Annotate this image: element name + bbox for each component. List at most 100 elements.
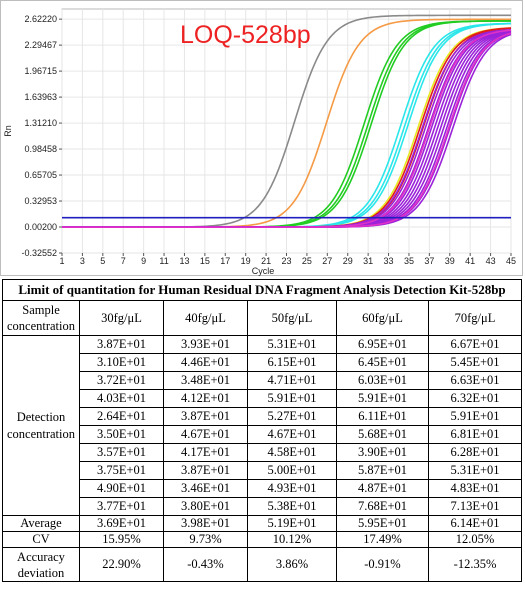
y-tick-label: 1.31210 (24, 118, 57, 128)
detection-row: 3.57E+01 4.17E+01 4.58E+01 3.90E+01 6.28E+01 (3, 443, 523, 462)
accuracy-row-label: Accuracy deviation (2, 547, 80, 582)
cv-value: 9.73% (163, 531, 248, 548)
cv-row: CV 15.95% 9.73% 10.12% 17.49% 12.05% (2, 531, 523, 548)
x-tick-label: 13 (179, 256, 189, 266)
detection-value: 6.95E+01 (336, 335, 429, 354)
detection-value: 5.68E+01 (336, 425, 429, 444)
average-value: 3.98E+01 (163, 515, 248, 532)
detection-value: 3.48E+01 (163, 371, 248, 390)
detection-value: 3.87E+01 (163, 461, 248, 480)
detection-value: 3.80E+01 (163, 497, 248, 516)
x-tick-label: 5 (100, 256, 105, 266)
y-tick-label: 2.29467 (24, 40, 57, 50)
average-value: 5.95E+01 (336, 515, 429, 532)
sample-concentration-header: Sample concentration (2, 300, 80, 336)
x-tick-label: 43 (486, 256, 496, 266)
detection-row: 3.10E+01 4.46E+01 6.15E+01 6.45E+01 5.45E+01 (3, 353, 523, 372)
amplification-plot: 1 3 5 7 9 11 13 15 17 19 21 23 25 27 29 31 33 35 37 39 41 43 4… (0, 0, 523, 276)
column-header: 70fg/μL (427, 300, 523, 336)
y-tick-label: 1.63963 (24, 92, 57, 102)
x-tick-label: 19 (241, 256, 251, 266)
x-tick-label: 33 (384, 256, 394, 266)
detection-value: 4.83E+01 (427, 479, 523, 498)
detection-value: 4.90E+01 (79, 479, 164, 498)
average-value: 5.19E+01 (247, 515, 337, 532)
detection-value: 4.67E+01 (163, 425, 248, 444)
detection-value: 3.93E+01 (163, 335, 248, 354)
average-row: Average 3.69E+01 3.98E+01 5.19E+01 5.95E+01 6… (2, 515, 523, 532)
x-tick-label: 1 (59, 256, 64, 266)
detection-value: 3.87E+01 (79, 335, 164, 354)
x-tick-label: 31 (363, 256, 373, 266)
detection-value: 3.87E+01 (163, 407, 248, 426)
detection-value: 6.63E+01 (427, 371, 523, 390)
column-header-row: Sample concentration 30fg/μL 40fg/μL 50f… (2, 300, 523, 336)
detection-value: 6.67E+01 (427, 335, 523, 354)
amplification-curve (62, 32, 512, 228)
y-tick-label: 0.98458 (24, 144, 57, 154)
x-tick-label: 3 (80, 256, 85, 266)
detection-value: 4.67E+01 (247, 425, 337, 444)
detection-value: 5.91E+01 (247, 389, 337, 408)
detection-row: 4.03E+01 4.12E+01 5.91E+01 5.91E+01 6.32E+01 (3, 389, 523, 408)
detection-value: 5.45E+01 (427, 353, 523, 372)
detection-concentration-label: Detection concentration (2, 335, 80, 516)
column-header: 30fg/μL (79, 300, 164, 336)
y-tick-label: 2.62220 (24, 14, 57, 24)
cv-row-label: CV (2, 531, 80, 548)
x-tick-label: 27 (322, 256, 332, 266)
detection-value: 6.81E+01 (427, 425, 523, 444)
y-tick-label: 0.65705 (24, 170, 57, 180)
grid-layer (61, 9, 512, 254)
tick-layer: 1 3 5 7 9 11 13 15 17 19 21 23 25 27 29 31 33 35 37 39 41 43 4… (21, 14, 516, 266)
detection-value: 4.46E+01 (163, 353, 248, 372)
detection-row: 3.72E+01 3.48E+01 4.71E+01 6.03E+01 6.63E+01 (3, 371, 523, 390)
detection-value: 3.46E+01 (163, 479, 248, 498)
y-tick-label: 0.32953 (24, 196, 57, 206)
detection-value: 5.91E+01 (427, 407, 523, 426)
accuracy-value: -0.91% (336, 547, 429, 582)
detection-value: 4.93E+01 (247, 479, 337, 498)
y-tick-label: 0.00200 (24, 222, 57, 232)
average-row-label: Average (2, 515, 80, 532)
detection-value: 5.38E+01 (247, 497, 337, 516)
chart-title: LOQ-528bp (180, 21, 311, 49)
x-tick-label: 7 (121, 256, 126, 266)
x-tick-label: 29 (343, 256, 353, 266)
detection-value: 3.77E+01 (79, 497, 164, 516)
curve-layer (62, 14, 512, 228)
x-tick-label: 25 (302, 256, 312, 266)
cv-value: 10.12% (247, 531, 337, 548)
detection-value: 6.15E+01 (247, 353, 337, 372)
detection-value: 6.32E+01 (427, 389, 523, 408)
loq-table: Limit of quantitation for Human Residual… (1, 279, 523, 582)
detection-value: 7.13E+01 (427, 497, 523, 516)
detection-value: 4.17E+01 (163, 443, 248, 462)
amplification-chart: 1 3 5 7 9 11 13 15 17 19 21 23 25 27 29 31 33 35 37 39 41 43 4… (0, 0, 525, 277)
detection-row: Detection concentration 3.87E+01 3.93E+01 5… (2, 335, 523, 516)
accuracy-row: Accuracy deviation 22.90% -0.43% 3.86% -0.91… (2, 547, 523, 582)
cv-value: 12.05% (427, 531, 523, 548)
y-axis-label: Rn (3, 125, 13, 137)
accuracy-value: -0.43% (163, 547, 248, 582)
column-header: 50fg/μL (247, 300, 337, 336)
detection-value: 2.64E+01 (79, 407, 164, 426)
detection-value: 5.91E+01 (336, 389, 429, 408)
x-tick-label: 17 (220, 256, 230, 266)
x-tick-label: 37 (424, 256, 434, 266)
detection-value: 5.87E+01 (336, 461, 429, 480)
accuracy-value: 22.90% (79, 547, 164, 582)
x-tick-label: 35 (404, 256, 414, 266)
detection-value: 3.10E+01 (79, 353, 164, 372)
detection-value: 4.87E+01 (336, 479, 429, 498)
x-tick-label: 39 (445, 256, 455, 266)
detection-value: 4.58E+01 (247, 443, 337, 462)
detection-value: 3.57E+01 (79, 443, 164, 462)
column-header: 60fg/μL (336, 300, 429, 336)
detection-value: 5.31E+01 (427, 461, 523, 480)
detection-value: 4.03E+01 (79, 389, 164, 408)
x-tick-label: 11 (159, 256, 168, 266)
x-tick-label: 9 (141, 256, 146, 266)
detection-row: 2.64E+01 3.87E+01 5.27E+01 6.11E+01 5.91E+01 (3, 407, 523, 426)
detection-value: 5.31E+01 (247, 335, 337, 354)
